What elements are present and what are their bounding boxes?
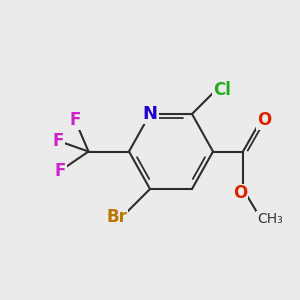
Text: O: O [257,111,271,129]
Text: F: F [54,162,66,180]
Text: Br: Br [106,208,128,226]
Text: O: O [233,184,247,202]
Text: N: N [142,105,158,123]
Text: CH₃: CH₃ [257,212,283,226]
Text: Cl: Cl [213,81,231,99]
Text: F: F [69,111,81,129]
Text: F: F [53,132,64,150]
